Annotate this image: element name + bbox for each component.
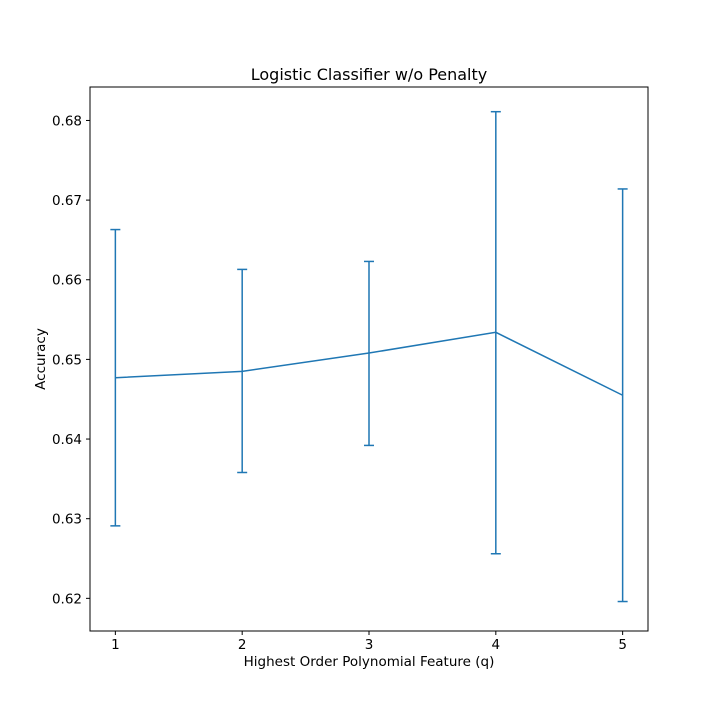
- y-tick-label: 0.66: [52, 273, 82, 289]
- y-tick-label: 0.67: [52, 193, 82, 209]
- plot-area: [110, 110, 628, 603]
- x-tick-label: 3: [365, 637, 374, 653]
- chart-title: Logistic Classifier w/o Penalty: [251, 65, 488, 84]
- x-axis-ticks: 1 2 3 4 5: [111, 631, 627, 653]
- x-tick-label: 4: [492, 637, 501, 653]
- y-tick-label: 0.62: [52, 591, 82, 607]
- x-axis-label: Highest Order Polynomial Feature (q): [244, 654, 495, 670]
- y-tick-label: 0.63: [52, 512, 82, 528]
- y-tick-label: 0.64: [52, 432, 82, 448]
- x-tick-label: 1: [111, 637, 120, 653]
- x-tick-label: 5: [618, 637, 627, 653]
- y-axis-ticks: 0.62 0.63 0.64 0.65 0.66 0.67 0.68: [52, 113, 90, 607]
- y-axis-label: Accuracy: [33, 328, 49, 390]
- y-tick-label: 0.68: [52, 113, 82, 129]
- x-tick-label: 2: [238, 637, 247, 653]
- y-tick-label: 0.65: [52, 352, 82, 368]
